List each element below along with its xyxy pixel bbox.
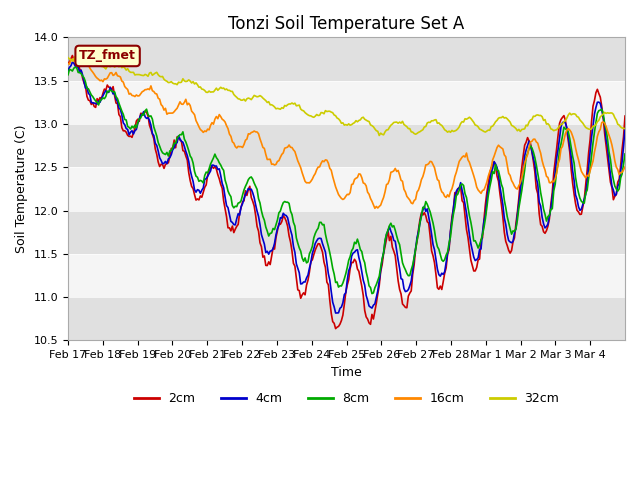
32cm: [464, 116, 472, 121]
32cm: [620, 125, 627, 131]
16cm: [84, 62, 92, 68]
32cm: [352, 118, 360, 123]
32cm: [547, 126, 555, 132]
4cm: [620, 144, 627, 149]
Bar: [68, 254, 625, 297]
32cm: [621, 126, 629, 132]
2cm: [620, 134, 627, 140]
4cm: [353, 247, 361, 252]
32cm: [64, 55, 72, 60]
32cm: [84, 57, 92, 62]
Bar: [68, 37, 625, 81]
16cm: [352, 175, 360, 181]
8cm: [368, 291, 376, 297]
2cm: [84, 97, 92, 103]
Text: TZ_fmet: TZ_fmet: [79, 49, 136, 62]
4cm: [332, 310, 339, 316]
2cm: [353, 266, 361, 272]
4cm: [68, 59, 76, 65]
X-axis label: Time: Time: [331, 366, 362, 379]
16cm: [77, 53, 85, 59]
8cm: [102, 94, 109, 99]
Bar: [68, 297, 625, 340]
Title: Tonzi Soil Temperature Set A: Tonzi Soil Temperature Set A: [228, 15, 465, 33]
8cm: [64, 72, 72, 78]
8cm: [352, 241, 360, 247]
8cm: [621, 151, 629, 157]
4cm: [84, 91, 92, 96]
16cm: [102, 76, 109, 82]
32cm: [73, 54, 81, 60]
Bar: [68, 124, 625, 167]
4cm: [547, 206, 555, 212]
Bar: [68, 167, 625, 211]
Y-axis label: Soil Temperature (C): Soil Temperature (C): [15, 125, 28, 253]
16cm: [547, 180, 555, 186]
2cm: [332, 326, 339, 332]
Legend: 2cm, 4cm, 8cm, 16cm, 32cm: 2cm, 4cm, 8cm, 16cm, 32cm: [129, 387, 564, 410]
Line: 16cm: 16cm: [68, 56, 625, 208]
2cm: [102, 87, 109, 93]
Line: 8cm: 8cm: [68, 67, 625, 294]
Line: 32cm: 32cm: [68, 57, 625, 135]
2cm: [547, 202, 555, 207]
4cm: [102, 88, 109, 94]
8cm: [72, 64, 79, 70]
2cm: [464, 234, 472, 240]
16cm: [371, 205, 379, 211]
2cm: [64, 60, 72, 65]
32cm: [102, 66, 109, 72]
Bar: [68, 81, 625, 124]
16cm: [464, 157, 472, 163]
8cm: [84, 86, 92, 92]
32cm: [376, 132, 383, 138]
Line: 2cm: 2cm: [68, 56, 625, 329]
2cm: [621, 113, 629, 119]
Bar: [68, 211, 625, 254]
8cm: [620, 161, 627, 167]
Line: 4cm: 4cm: [68, 62, 625, 313]
4cm: [464, 221, 472, 227]
16cm: [64, 60, 72, 66]
4cm: [64, 68, 72, 73]
16cm: [621, 164, 629, 170]
8cm: [547, 206, 555, 212]
16cm: [620, 167, 627, 173]
8cm: [464, 204, 472, 210]
2cm: [68, 53, 76, 59]
4cm: [621, 126, 629, 132]
